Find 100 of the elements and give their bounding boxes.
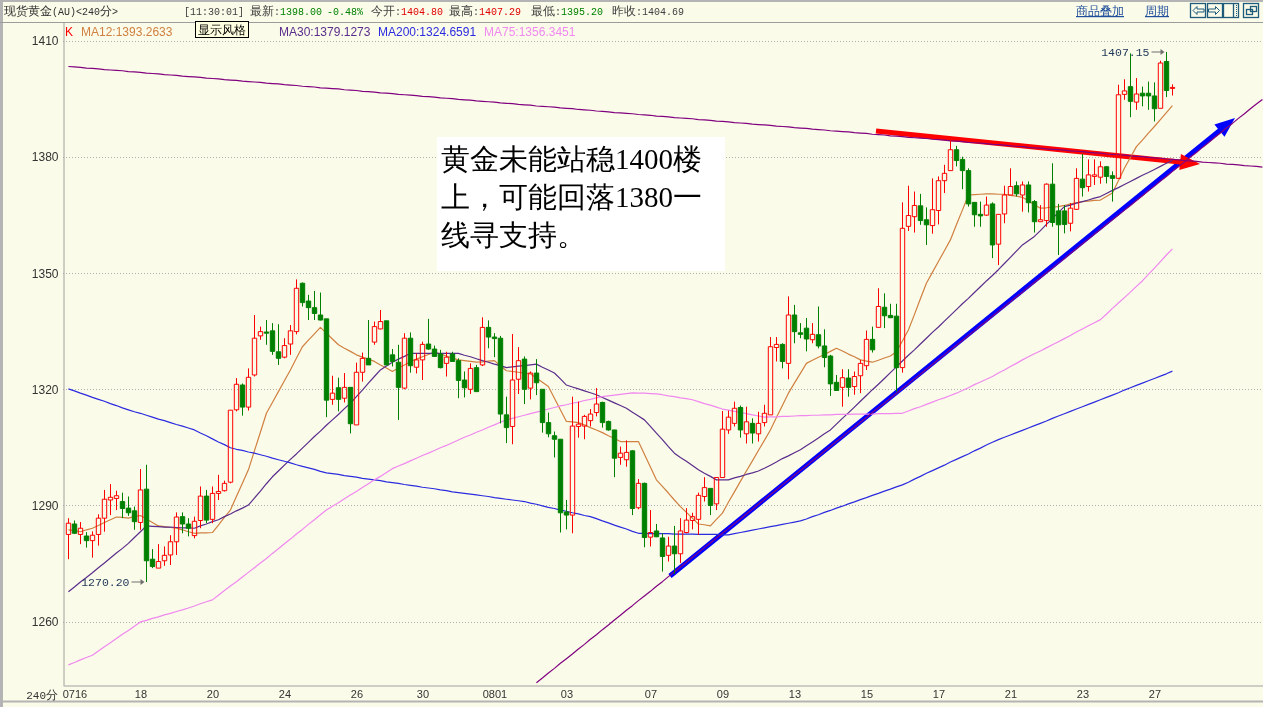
candlestick bbox=[77, 521, 84, 545]
candlestick bbox=[749, 417, 756, 444]
candlestick bbox=[665, 536, 672, 563]
candlestick bbox=[947, 139, 954, 172]
x-tick-label: 23 bbox=[1076, 688, 1090, 701]
candlestick bbox=[743, 406, 750, 444]
text: 周期 bbox=[1145, 4, 1169, 18]
candlestick bbox=[839, 368, 846, 408]
candlestick bbox=[809, 322, 816, 344]
candlestick bbox=[341, 372, 348, 403]
candlestick bbox=[671, 525, 678, 575]
candlestick bbox=[401, 332, 408, 390]
y-tick-label: 1410 bbox=[31, 34, 59, 49]
candlestick bbox=[875, 287, 882, 328]
annotation: 1270.20 bbox=[81, 576, 130, 590]
candlestick bbox=[1013, 180, 1020, 198]
candlestick bbox=[755, 411, 762, 443]
x-tick-label: 13 bbox=[788, 688, 802, 701]
x-tick-label: 21 bbox=[1004, 688, 1018, 701]
annotation: 1407.15 bbox=[1101, 46, 1150, 59]
line-series bbox=[67, 248, 1173, 666]
y-tick-label: 1320 bbox=[31, 382, 59, 397]
text: 昨收:1404.69 bbox=[612, 4, 685, 18]
candlestick bbox=[155, 543, 162, 569]
chart-title: 现货黄金(AU)<240分> bbox=[4, 4, 119, 18]
text: MA75:1356.3451 bbox=[484, 25, 576, 39]
candlestick bbox=[245, 367, 252, 412]
candlestick bbox=[1163, 51, 1170, 98]
x-tick-label: 15 bbox=[860, 688, 874, 701]
line-series bbox=[67, 370, 1173, 536]
candlestick bbox=[521, 355, 528, 405]
candlestick bbox=[281, 337, 288, 359]
text: 商品叠加 bbox=[1076, 4, 1124, 18]
candlestick bbox=[593, 387, 600, 417]
text: MA30:1379.1273 bbox=[279, 25, 371, 39]
candlestick bbox=[869, 326, 876, 354]
candlestick bbox=[989, 201, 996, 259]
candlestick bbox=[395, 344, 402, 421]
candlestick bbox=[533, 358, 540, 396]
candlestick bbox=[65, 517, 72, 560]
x-tick-label: 30 bbox=[416, 688, 430, 701]
candlestick bbox=[191, 516, 198, 539]
candlestick bbox=[1157, 60, 1164, 109]
candlestick bbox=[347, 386, 354, 434]
candlestick bbox=[791, 304, 798, 344]
text: K bbox=[65, 25, 74, 39]
candlestick bbox=[737, 405, 744, 439]
x-tick-label: 18 bbox=[134, 688, 148, 701]
candlestick bbox=[1019, 180, 1026, 213]
y-tick-label: 1380 bbox=[31, 150, 59, 165]
candlestick bbox=[365, 319, 372, 366]
x-tick-label: 24 bbox=[278, 688, 292, 701]
candlestick bbox=[71, 520, 78, 535]
x-tick-label: 26 bbox=[350, 688, 364, 701]
candlestick bbox=[473, 364, 480, 393]
candlestick bbox=[1079, 153, 1086, 198]
y-tick-label: 1290 bbox=[31, 498, 59, 513]
candlestick bbox=[851, 371, 858, 396]
text: 今开:1404.80 bbox=[371, 4, 444, 18]
text: 最高:1407.29 bbox=[449, 4, 522, 18]
candlestick bbox=[221, 480, 228, 492]
text: 最低:1395.20 bbox=[531, 4, 604, 18]
candlestick bbox=[1133, 77, 1140, 111]
candlestick bbox=[707, 487, 714, 516]
candlestick bbox=[407, 331, 414, 374]
candlestick bbox=[659, 532, 666, 573]
candlestick bbox=[83, 531, 90, 549]
candlestick bbox=[1169, 83, 1176, 97]
candlestick bbox=[527, 371, 534, 400]
candlestick bbox=[479, 316, 486, 367]
candlestick bbox=[467, 362, 474, 395]
x-tick-label: 20 bbox=[206, 688, 220, 701]
x-tick-label: 07 bbox=[644, 688, 658, 701]
candlestick bbox=[443, 351, 450, 378]
candlestick bbox=[641, 482, 648, 548]
candlestick bbox=[227, 409, 234, 484]
candlestick bbox=[779, 342, 786, 369]
candlestick bbox=[89, 530, 96, 559]
line-series bbox=[67, 105, 1173, 534]
y-tick-label: 1260 bbox=[31, 614, 59, 629]
x-tick-label: 0716 bbox=[62, 688, 88, 701]
x-tick-label: 09 bbox=[716, 688, 730, 701]
candlestick bbox=[239, 383, 246, 417]
x-axis-title: 240分 bbox=[26, 688, 58, 702]
annotation: 黄金未能站稳1400楼上，可能回落1380一线寻支持。 bbox=[441, 143, 702, 251]
candlestick bbox=[203, 489, 210, 524]
candlestick bbox=[845, 368, 852, 398]
candlestick bbox=[251, 314, 258, 378]
text: MA12:1393.2633 bbox=[81, 25, 173, 39]
text: [11:30:01] bbox=[184, 7, 245, 18]
candlestick bbox=[257, 326, 264, 341]
candlestick bbox=[335, 377, 342, 412]
text: 最新:1398.00 bbox=[250, 4, 323, 18]
candlestick bbox=[983, 196, 990, 217]
candlestick bbox=[137, 468, 144, 531]
candlestick bbox=[899, 201, 906, 374]
text: -0.48% bbox=[327, 7, 364, 18]
x-tick-label: 17 bbox=[932, 688, 946, 701]
candlestick bbox=[785, 295, 792, 380]
x-tick-label: 0801 bbox=[482, 688, 508, 701]
